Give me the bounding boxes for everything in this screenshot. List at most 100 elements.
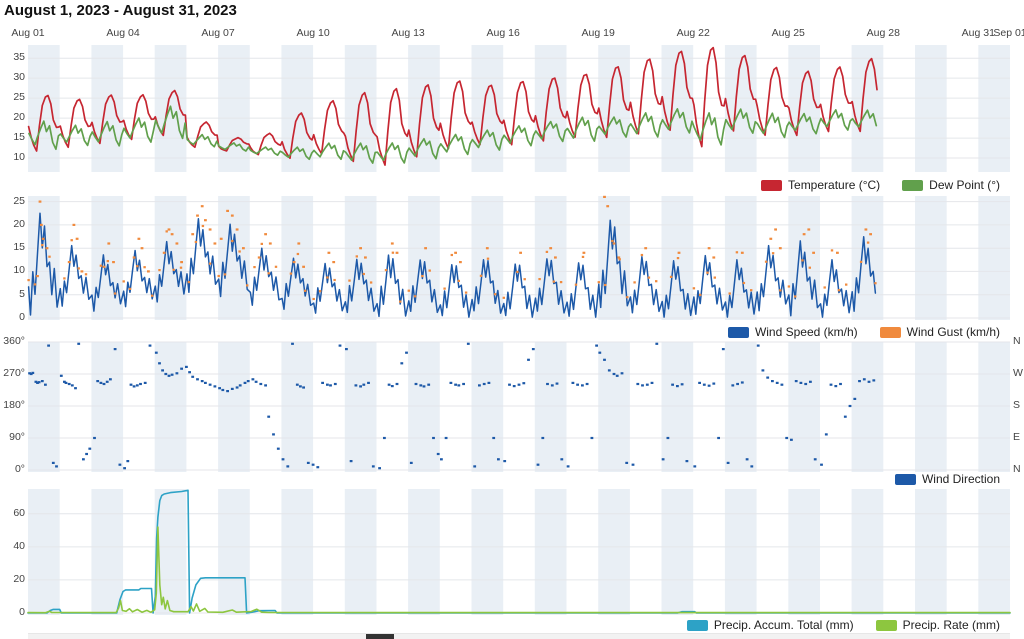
data-point (486, 257, 490, 260)
legend-item: Wind Direction (894, 472, 1000, 486)
data-point (129, 383, 133, 386)
data-point (769, 237, 773, 240)
data-point (641, 384, 644, 387)
data-point (369, 281, 373, 284)
data-point (864, 228, 868, 231)
data-point (466, 342, 470, 345)
data-point (75, 237, 79, 240)
legend-swatch (761, 179, 783, 191)
data-point (165, 230, 168, 233)
data-point (522, 382, 526, 385)
data-point (102, 382, 106, 386)
data-point (726, 461, 730, 464)
data-point (611, 239, 614, 243)
data-point (650, 381, 654, 384)
day-band (281, 196, 314, 320)
day-band (851, 489, 884, 615)
data-point (246, 284, 249, 287)
data-point (607, 369, 611, 372)
y-tick-label: 40 (13, 539, 25, 552)
legend-label: Precip. Rate (mm) (902, 618, 1000, 632)
data-point (37, 381, 41, 384)
day-band (218, 196, 250, 320)
data-point (378, 467, 381, 470)
data-point (503, 460, 507, 463)
data-point (531, 348, 535, 351)
data-point (311, 463, 315, 466)
day-band (598, 489, 630, 615)
data-point (414, 382, 418, 386)
data-point (167, 374, 171, 377)
data-point (302, 386, 305, 389)
day-band (218, 45, 250, 172)
data-point (359, 247, 362, 250)
data-point (132, 385, 136, 388)
data-point (487, 381, 491, 384)
data-point (208, 228, 212, 231)
data-point (625, 461, 629, 464)
day-band (28, 342, 60, 472)
day-band (281, 489, 314, 615)
y-tick-label: 0 (19, 311, 25, 323)
data-point (179, 266, 183, 269)
data-point (778, 247, 782, 250)
data-point (391, 251, 395, 254)
data-point (85, 452, 88, 456)
data-point (221, 388, 225, 392)
data-point (161, 369, 164, 372)
horizontal-scrollbar[interactable] (28, 633, 1010, 639)
data-point (830, 249, 834, 252)
data-point (395, 251, 399, 254)
day-band (344, 196, 377, 320)
data-point (459, 261, 462, 264)
data-point (444, 436, 448, 440)
y-tick-label: 360° (3, 335, 25, 347)
data-point (559, 281, 563, 284)
data-point (620, 372, 624, 375)
data-point (779, 289, 782, 292)
scrollbar-thumb[interactable] (366, 634, 394, 639)
data-point (807, 228, 811, 231)
data-point (48, 255, 51, 258)
legend-label: Dew Point (°) (929, 178, 1000, 192)
series-dew-point (28, 105, 878, 164)
data-point (523, 278, 526, 281)
data-point (348, 279, 351, 282)
data-point (721, 348, 725, 351)
day-band (218, 489, 250, 615)
data-point (457, 384, 461, 387)
data-point (291, 342, 294, 345)
data-point (676, 385, 679, 388)
data-point (787, 285, 791, 288)
data-point (808, 266, 811, 269)
data-point (612, 242, 616, 245)
data-point (633, 281, 636, 284)
day-band (344, 342, 377, 472)
data-point (172, 268, 175, 271)
y-tick-label: 25 (13, 91, 25, 104)
data-point (338, 344, 342, 347)
data-point (790, 438, 793, 441)
data-point (427, 383, 431, 386)
data-point (473, 465, 477, 468)
day-band (534, 45, 567, 172)
data-point (316, 466, 320, 469)
data-point (137, 237, 141, 240)
data-point (217, 274, 220, 278)
data-point (77, 267, 80, 270)
data-point (136, 265, 139, 268)
data-point (536, 463, 540, 466)
data-point (809, 380, 812, 383)
x-tick-label: Aug 28 (866, 27, 900, 39)
data-point (706, 271, 709, 274)
data-point (574, 283, 578, 286)
y-tick-label: 20 (13, 572, 25, 585)
data-point (96, 380, 100, 383)
data-point (597, 281, 600, 284)
data-point (67, 261, 71, 264)
data-point (640, 253, 644, 257)
data-point (399, 300, 402, 303)
data-point (813, 458, 817, 461)
data-point (31, 371, 35, 374)
